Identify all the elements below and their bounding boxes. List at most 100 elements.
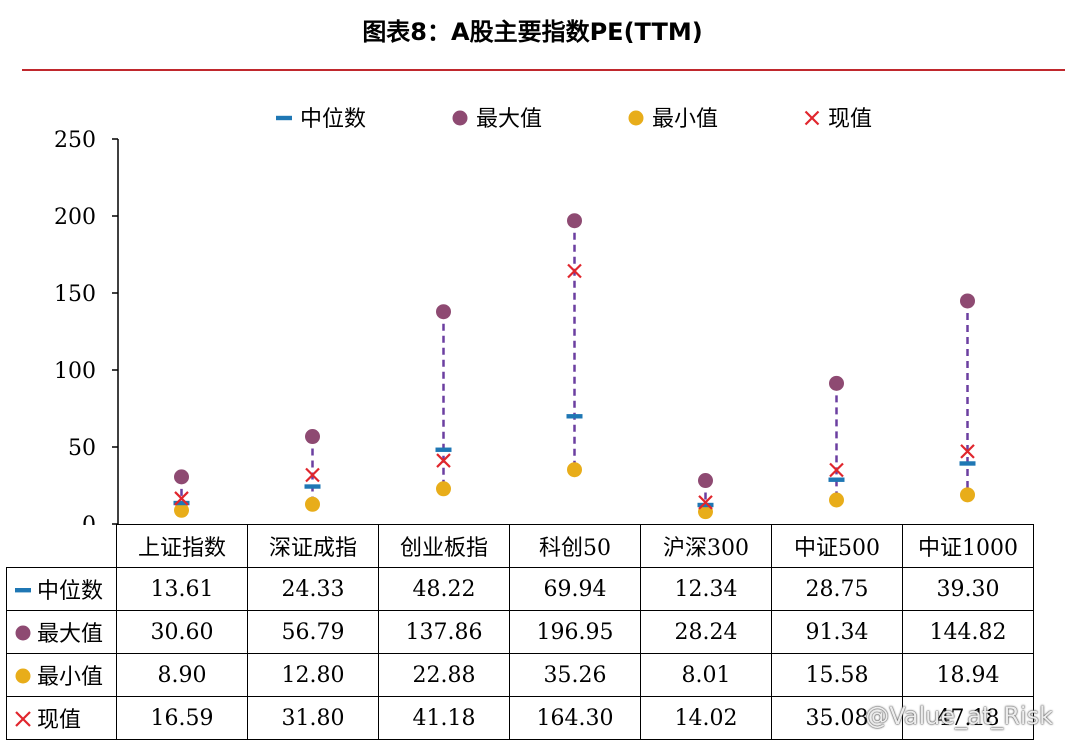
category-label: 中证1000 (902, 524, 1034, 568)
current-mark (960, 444, 975, 459)
median-mark (304, 484, 321, 489)
row-marker-min (15, 668, 31, 684)
table-cell: 31.80 (247, 696, 379, 740)
category-label: 深证成指 (247, 524, 379, 568)
y-tick-label: 100 (54, 359, 96, 384)
legend-marker-current (804, 110, 820, 126)
legend-marker-median (276, 115, 292, 121)
median-mark (828, 477, 845, 482)
y-tick-label: 250 (54, 128, 96, 153)
legend-label-max: 最大值 (476, 107, 542, 132)
median-mark (959, 461, 976, 466)
table-cell: 24.33 (247, 567, 379, 611)
max-point (567, 213, 582, 229)
current-mark (698, 495, 713, 510)
row-label: 最小值 (6, 653, 117, 697)
max-point (829, 375, 844, 391)
category-label: 科创50 (509, 524, 641, 568)
row-label: 现值 (6, 696, 117, 740)
y-tick-label: 0 (82, 513, 96, 525)
min-point (174, 502, 189, 518)
category-label: 创业板指 (378, 524, 510, 568)
min-point (829, 492, 844, 508)
table-row: 中位数 13.61 24.33 48.22 69.94 12.34 28.75 39.30 (6, 567, 1034, 611)
legend-label-current: 现值 (828, 107, 872, 132)
current-mark (829, 462, 844, 478)
median-mark (173, 500, 190, 506)
watermark: @Value_at_Risk (865, 702, 1053, 730)
row-label-text: 最小值 (37, 665, 104, 690)
table-cell: 14.02 (640, 696, 772, 740)
table-cell: 15.58 (771, 653, 903, 697)
table-cell: 35.26 (509, 653, 641, 697)
chart-title: 图表8：A股主要指数PE(TTM) (362, 18, 703, 46)
table-header-row: 上证指数 深证成指 创业板指 科创50 沪深300 中证500 中证1000 (6, 524, 1034, 568)
y-tick-label: 50 (68, 436, 96, 461)
current-mark (436, 453, 451, 468)
max-point (174, 469, 189, 485)
current-mark (174, 491, 189, 506)
legend-marker-min (628, 110, 644, 126)
table-row: 最小值 8.90 12.80 22.88 35.26 8.01 15.58 18.94 (6, 653, 1034, 697)
table-cell: 69.94 (509, 567, 641, 611)
table-cell: 35.08 (771, 696, 903, 740)
table-cell: 30.60 (116, 610, 248, 654)
table-row: 最大值 30.60 56.79 137.86 196.95 28.24 91.34 144.8… (6, 610, 1034, 654)
table-cell: 144.82 (902, 610, 1034, 654)
min-point (305, 496, 320, 512)
table-cell: 16.59 (116, 696, 248, 740)
row-label: 中位数 (6, 567, 117, 611)
row-label-text: 现值 (37, 708, 82, 733)
max-point (436, 304, 451, 320)
row-label-text: 中位数 (37, 579, 104, 604)
median-mark (435, 447, 452, 452)
table-cell: 196.95 (509, 610, 641, 654)
table-cell: 8.90 (116, 653, 248, 697)
max-point (305, 429, 320, 445)
table-cell: 28.75 (771, 567, 903, 611)
median-mark (697, 502, 714, 508)
table-cell: 13.61 (116, 567, 248, 611)
category-label: 沪深300 (640, 524, 772, 568)
y-tick-label: 200 (54, 205, 96, 230)
title-rule (22, 69, 1065, 71)
table-cell: 41.18 (378, 696, 510, 740)
min-point (698, 504, 713, 520)
row-marker-max (15, 625, 31, 641)
table-cell: 8.01 (640, 653, 772, 697)
row-label: 最大值 (6, 610, 117, 654)
table-corner (6, 524, 117, 568)
table-cell: 18.94 (902, 653, 1034, 697)
row-label-text: 最大值 (37, 622, 104, 647)
table-cell: 137.86 (378, 610, 510, 654)
max-point (960, 293, 975, 309)
table-cell: 12.80 (247, 653, 379, 697)
chart-plot: 0 50 100 150 200 250 中位数 最大值 最小值 现值 (54, 107, 976, 525)
table-cell: 56.79 (247, 610, 379, 654)
table-cell: 28.24 (640, 610, 772, 654)
min-point (436, 481, 451, 497)
min-point (567, 462, 582, 478)
legend-label-min: 最小值 (652, 107, 718, 132)
legend-marker-max (452, 110, 468, 126)
current-mark (567, 263, 582, 279)
table-cell: 12.34 (640, 567, 772, 611)
table-cell: 47.18 (902, 696, 1034, 740)
current-mark (305, 467, 320, 483)
max-point (698, 473, 713, 489)
legend-label-median: 中位数 (300, 107, 366, 132)
row-marker-median (15, 588, 31, 593)
table-cell: 48.22 (378, 567, 510, 611)
table-cell: 22.88 (378, 653, 510, 697)
median-mark (566, 414, 583, 419)
category-label: 中证500 (771, 524, 903, 568)
category-label: 上证指数 (116, 524, 248, 568)
table-cell: 91.34 (771, 610, 903, 654)
table-cell: 39.30 (902, 567, 1034, 611)
table-row: 现值 16.59 31.80 41.18 164.30 14.02 35.08 47.18 (6, 696, 1034, 740)
min-point (960, 487, 975, 503)
table-cell: 164.30 (509, 696, 641, 740)
row-marker-current (15, 711, 31, 727)
data-table: 上证指数 深证成指 创业板指 科创50 沪深300 中证500 中证1000 中位数 13.61… (6, 524, 1034, 740)
y-tick-label: 150 (54, 282, 96, 307)
